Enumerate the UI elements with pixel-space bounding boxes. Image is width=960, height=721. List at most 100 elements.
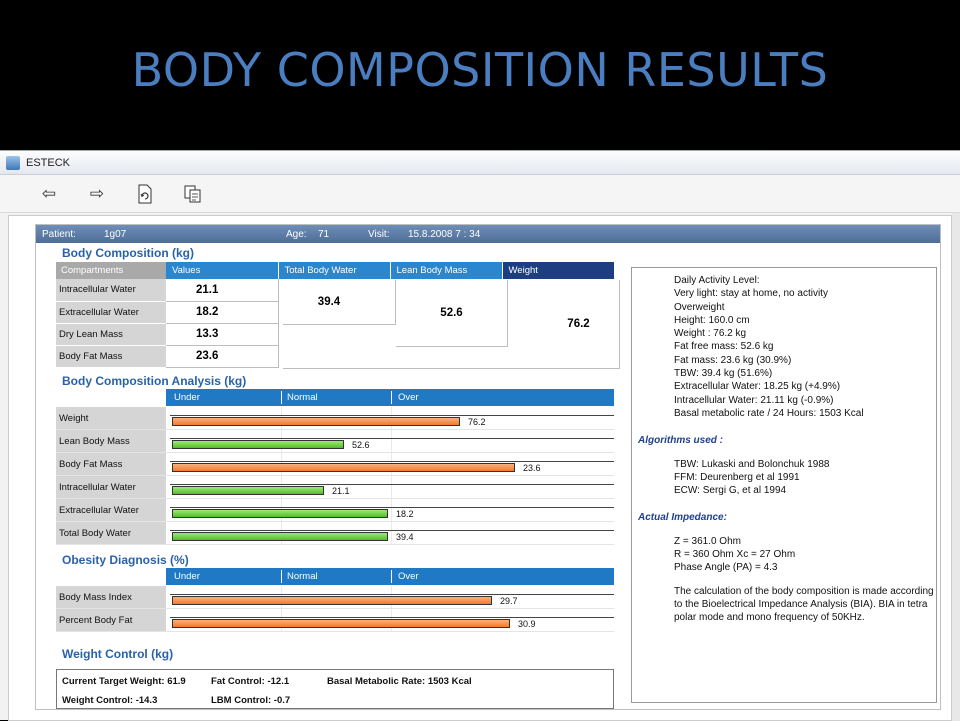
summary-line: The calculation of the body composition …	[674, 585, 934, 597]
bar-row: Total Body Water 39.4	[56, 522, 614, 545]
tbw-merged-cell: 39.4	[283, 280, 396, 325]
bar-value: 29.7	[500, 596, 518, 606]
tbw-header: Total Body Water	[277, 262, 390, 279]
refresh-document-icon[interactable]	[132, 181, 158, 207]
summary-lines: Daily Activity Level: Very light: stay at…	[632, 274, 936, 420]
bia-description: The calculation of the body composition …	[632, 585, 936, 625]
row-value: 18.2	[166, 301, 279, 324]
patient-info-bar: Patient: 1g07 Age: 71 Visit: 15.8.2008 7…	[36, 225, 940, 243]
values-header: Values	[166, 262, 278, 279]
patient-label: Patient:	[42, 228, 76, 240]
algorithm-lines: TBW: Lukaski and Bolonchuk 1988 FFM: Deur…	[632, 458, 936, 498]
bar-track-line	[170, 530, 614, 531]
bar-row-label: Intracellular Water	[56, 476, 166, 498]
bar-value: 18.2	[396, 509, 414, 519]
weight-control-title: Weight Control (kg)	[62, 647, 174, 661]
age-label: Age:	[286, 228, 307, 240]
summary-line: to the Bioelectrical Impedance Analysis …	[674, 598, 928, 610]
value-bar	[172, 596, 492, 605]
summary-line: Extracellular Water: 18.25 kg (+4.9%)	[674, 381, 841, 393]
algorithms-heading: Algorithms used :	[638, 435, 724, 447]
summary-line: polar mode and mono frequency of 50KHz.	[674, 612, 865, 624]
row-label: Extracellular Water	[56, 301, 166, 324]
bar-row-label: Body Fat Mass	[56, 453, 166, 475]
weight-header: Weight	[501, 262, 614, 279]
bar-value: 39.4	[396, 532, 414, 542]
bar-value: 30.9	[518, 619, 536, 629]
value-bar	[172, 463, 515, 472]
bar-track-line	[170, 415, 614, 416]
bar-row-label: Total Body Water	[56, 522, 166, 544]
bar-row: Lean Body Mass 52.6	[56, 430, 614, 453]
bar-row: Percent Body Fat 30.9	[56, 609, 614, 632]
vertical-scrollbar[interactable]	[952, 213, 960, 721]
summary-line: TBW: 39.4 kg (51.6%)	[674, 368, 773, 380]
impedance-heading: Actual Impedance:	[638, 512, 727, 524]
row-label: Intracellular Water	[56, 279, 166, 302]
visit-label: Visit:	[368, 228, 390, 240]
row-value: 21.1	[166, 279, 279, 302]
table-row: Dry Lean Mass 13.3	[56, 323, 614, 346]
summary-line: Very light: stay at home, no activity	[674, 288, 828, 300]
report-canvas: Patient: 1g07 Age: 71 Visit: 15.8.2008 7…	[8, 215, 952, 721]
band-normal: Normal	[287, 571, 318, 582]
bar-row-label: Body Mass Index	[56, 586, 166, 608]
summary-line: Weight : 76.2 kg	[674, 328, 747, 340]
app-icon	[6, 155, 20, 170]
value-bar	[172, 509, 388, 518]
bar-row: Weight 76.2	[56, 407, 614, 430]
bar-row: Extracellular Water 18.2	[56, 499, 614, 522]
forward-arrow-icon[interactable]: ⇨	[89, 183, 105, 203]
weight-control-value: Weight Control: -14.3	[62, 695, 158, 706]
bar-value: 52.6	[352, 440, 370, 450]
esteck-window: ESTECK ⇦ ⇨ Patient: 1g07 Age: 7	[0, 150, 960, 721]
back-arrow-icon[interactable]: ⇦	[41, 183, 57, 203]
band-under: Under	[174, 392, 200, 403]
bar-track-line	[170, 617, 614, 618]
copy-document-icon[interactable]	[180, 181, 206, 207]
summary-line: Daily Activity Level:	[674, 275, 760, 286]
bar-value: 23.6	[523, 463, 541, 473]
summary-line: Height: 160.0 cm	[674, 314, 750, 326]
summary-line: Basal metabolic rate / 24 Hours: 1503 Kc…	[674, 407, 864, 419]
value-bar	[172, 532, 388, 541]
body-composition-title: Body Composition (kg)	[62, 246, 194, 260]
tbw-empty-cell	[283, 325, 396, 369]
bar-row: Intracellular Water 21.1	[56, 476, 614, 499]
analysis-band: Under Normal Over	[56, 389, 614, 406]
summary-line: Fat mass: 23.6 kg (30.9%)	[674, 354, 792, 366]
age-value: 71	[318, 228, 330, 240]
band-normal: Normal	[287, 392, 318, 403]
bar-row-label: Weight	[56, 407, 166, 429]
value-bar	[172, 417, 460, 426]
lbm-header: Lean Body Mass	[389, 262, 502, 279]
current-target-weight: Current Target Weight: 61.9	[62, 676, 186, 687]
bar-track-line	[170, 594, 614, 595]
summary-line: Intracellular Water: 21.11 kg (-0.9%)	[674, 394, 834, 406]
bar-track-line	[170, 461, 614, 462]
slide-title-bar: BODY COMPOSITION RESULTS	[0, 0, 960, 150]
bar-row-label: Extracellular Water	[56, 499, 166, 521]
value-bar	[172, 440, 344, 449]
bar-row: Body Fat Mass 23.6	[56, 453, 614, 476]
bar-track-line	[170, 438, 614, 439]
summary-line: Fat free mass: 52.6 kg	[674, 341, 774, 353]
copy-document-svg	[184, 185, 201, 202]
weight-merged-cell: 76.2	[508, 280, 620, 369]
row-label: Body Fat Mass	[56, 345, 166, 368]
lbm-control: LBM Control: -0.7	[211, 695, 291, 706]
slide-title: BODY COMPOSITION RESULTS	[131, 43, 829, 97]
table-row: Extracellular Water 18.2	[56, 301, 614, 324]
summary-panel: Daily Activity Level: Very light: stay at…	[631, 267, 937, 703]
value-bar	[172, 486, 324, 495]
row-value: 23.6	[166, 345, 279, 368]
compartments-header: Compartments	[56, 262, 166, 279]
row-value: 13.3	[166, 323, 279, 346]
bar-value: 76.2	[468, 417, 486, 427]
app-name: ESTECK	[26, 156, 71, 169]
impedance-lines: Z = 361.0 Ohm R = 360 Ohm Xc = 27 Ohm Phas…	[632, 535, 936, 575]
visit-value: 15.8.2008 7 : 34	[408, 228, 481, 240]
band-under: Under	[174, 571, 200, 582]
bar-track-line	[170, 507, 614, 508]
lbm-empty-cell	[396, 347, 508, 369]
